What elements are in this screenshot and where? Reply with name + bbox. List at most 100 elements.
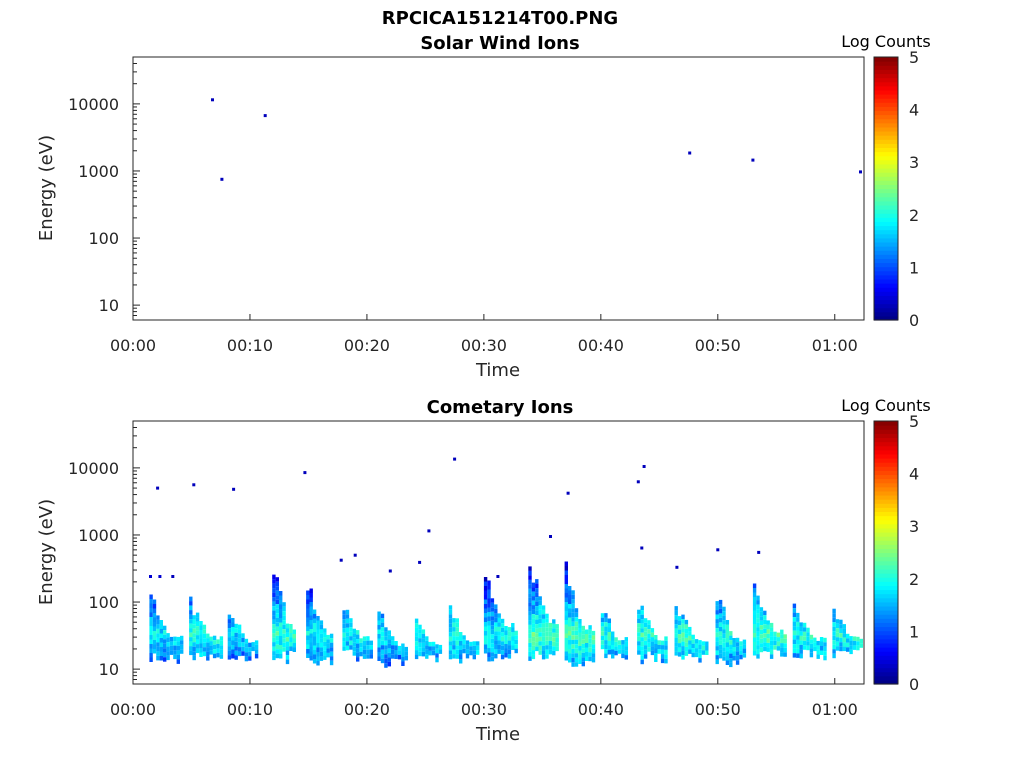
heatmap-cell — [462, 644, 466, 649]
heatmap-cell — [564, 647, 568, 652]
colorbar-segment — [874, 135, 898, 140]
heatmap-cell — [487, 612, 491, 617]
heatmap-cell — [448, 654, 453, 660]
heatmap-cell — [500, 641, 505, 646]
heatmap-cell — [248, 651, 252, 657]
heatmap-cell — [306, 590, 310, 595]
heatmap-cell — [568, 617, 572, 622]
heatmap-cell — [319, 624, 324, 630]
heatmap-cell — [452, 627, 456, 632]
colorbar-segment — [874, 593, 898, 599]
heatmap-cell — [163, 652, 167, 658]
heatmap-cell — [763, 615, 767, 620]
heatmap-cell — [531, 618, 536, 624]
heatmap-cell — [792, 653, 797, 658]
heatmap-cell — [342, 637, 346, 642]
heatmap-cell — [455, 640, 459, 646]
colorbar-segment — [874, 433, 898, 439]
heatmap-cell — [535, 601, 539, 607]
heatmap-cell — [578, 650, 582, 655]
heatmap-cell — [212, 640, 217, 645]
heatmap-cell — [600, 626, 605, 632]
heatmap-cell — [832, 631, 836, 636]
heatmap-cell — [548, 640, 553, 646]
heatmap-cell — [189, 601, 193, 606]
heatmap-cell — [535, 606, 539, 611]
heatmap-cell — [237, 651, 242, 657]
heatmap-cell — [545, 640, 549, 646]
heatmap-cell — [783, 634, 787, 639]
heatmap-cell — [369, 654, 373, 659]
heatmap-cell — [487, 616, 491, 621]
heatmap-cell — [490, 634, 495, 639]
heatmap-cell — [380, 613, 385, 619]
heatmap-cell — [241, 633, 245, 638]
heatmap-cell — [504, 630, 508, 635]
heatmap-cell — [647, 633, 651, 639]
heatmap-cell — [272, 619, 276, 625]
heatmap-cell — [688, 631, 692, 636]
heatmap-cell — [756, 631, 760, 637]
heatmap-cell — [387, 657, 391, 662]
heatmap-cell — [272, 646, 276, 652]
heatmap-cell — [472, 654, 476, 660]
heatmap-cell — [511, 645, 515, 650]
heatmap-cell — [206, 656, 210, 661]
heatmap-cell — [494, 626, 498, 632]
heatmap-cell — [431, 641, 436, 647]
burst — [306, 588, 334, 666]
heatmap-cell — [309, 606, 313, 611]
heatmap-cell — [528, 615, 532, 621]
heatmap-cell — [380, 636, 385, 641]
burst — [448, 605, 480, 664]
heatmap-cell — [490, 643, 495, 648]
heatmap-cell — [835, 628, 840, 633]
colorbar-segment — [874, 262, 898, 268]
heatmap-cell — [722, 606, 726, 612]
colorbar-segment — [874, 122, 898, 128]
heatmap-cell — [654, 648, 658, 653]
colorbar-label: Log Counts — [841, 32, 931, 51]
heatmap-cell — [816, 640, 820, 646]
panel-title: Cometary Ions — [427, 397, 574, 418]
heatmap-cell — [227, 646, 232, 651]
heatmap-cell — [248, 642, 252, 648]
colorbar-segment — [874, 568, 898, 574]
heatmap-cell — [802, 622, 807, 628]
heatmap-cell — [643, 627, 648, 632]
heatmap-cell — [722, 651, 726, 657]
colorbar-segment — [874, 634, 898, 640]
heatmap-cell — [718, 640, 723, 645]
heatmap-cell — [725, 629, 730, 634]
heatmap-cell — [718, 649, 723, 654]
heatmap-cell — [490, 598, 495, 603]
heatmap-cell — [462, 648, 466, 654]
heatmap-cell — [816, 654, 820, 659]
figure-title: RPCICA151214T00.PNG — [382, 8, 618, 29]
data-point — [158, 575, 162, 578]
heatmap-cell — [504, 648, 508, 653]
heatmap-cell — [448, 605, 453, 610]
heatmap-cell — [769, 622, 774, 628]
heatmap-cell — [564, 570, 568, 575]
heatmap-cell — [643, 645, 648, 650]
heatmap-cell — [796, 648, 800, 654]
y-tick-label: 1000 — [78, 162, 119, 181]
heatmap-cell — [698, 653, 702, 659]
heatmap-cell — [490, 656, 495, 662]
heatmap-cell — [316, 643, 320, 648]
heatmap-cell — [309, 656, 313, 661]
heatmap-cell — [431, 650, 436, 656]
heatmap-cell — [319, 638, 324, 643]
heatmap-cell — [494, 644, 498, 650]
heatmap-cell — [362, 654, 367, 659]
heatmap-cell — [715, 619, 719, 624]
burst — [377, 611, 408, 668]
heatmap-cell — [462, 635, 466, 640]
heatmap-cell — [541, 632, 546, 637]
heatmap-cell — [835, 637, 840, 642]
heatmap-cell — [643, 618, 648, 623]
heatmap-cell — [756, 618, 760, 623]
heatmap-cell — [607, 641, 611, 646]
heatmap-cell — [776, 632, 781, 638]
